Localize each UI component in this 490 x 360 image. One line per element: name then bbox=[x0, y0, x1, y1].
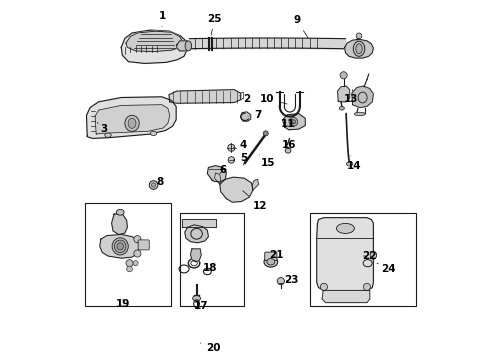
Circle shape bbox=[356, 33, 362, 39]
Text: 3: 3 bbox=[97, 123, 108, 134]
Text: 20: 20 bbox=[200, 343, 220, 353]
Text: 24: 24 bbox=[377, 263, 396, 274]
Polygon shape bbox=[182, 220, 216, 226]
Polygon shape bbox=[317, 218, 373, 291]
Ellipse shape bbox=[185, 41, 192, 51]
Ellipse shape bbox=[112, 238, 128, 255]
Circle shape bbox=[126, 266, 132, 272]
Ellipse shape bbox=[356, 44, 362, 54]
Polygon shape bbox=[207, 166, 226, 182]
Text: 16: 16 bbox=[281, 140, 296, 150]
Ellipse shape bbox=[346, 162, 353, 166]
Text: 6: 6 bbox=[220, 165, 227, 175]
Circle shape bbox=[277, 278, 285, 285]
Polygon shape bbox=[344, 40, 373, 58]
Text: 10: 10 bbox=[260, 94, 287, 104]
Circle shape bbox=[134, 250, 141, 257]
Text: 2: 2 bbox=[240, 94, 250, 104]
Text: 19: 19 bbox=[116, 299, 130, 309]
Circle shape bbox=[228, 144, 235, 151]
Text: 8: 8 bbox=[156, 177, 163, 187]
Polygon shape bbox=[100, 234, 139, 258]
Circle shape bbox=[289, 118, 298, 126]
Ellipse shape bbox=[267, 258, 275, 265]
Polygon shape bbox=[252, 179, 259, 190]
Ellipse shape bbox=[115, 240, 126, 253]
Ellipse shape bbox=[105, 133, 111, 137]
Circle shape bbox=[151, 183, 156, 187]
Bar bbox=[180, 213, 245, 306]
Text: 18: 18 bbox=[199, 263, 217, 273]
Text: 13: 13 bbox=[343, 90, 358, 104]
Text: 1: 1 bbox=[159, 11, 166, 27]
Polygon shape bbox=[95, 105, 170, 134]
Text: 21: 21 bbox=[270, 250, 284, 260]
Ellipse shape bbox=[339, 107, 344, 110]
Circle shape bbox=[320, 283, 327, 291]
Polygon shape bbox=[220, 177, 253, 202]
Circle shape bbox=[133, 261, 138, 266]
Circle shape bbox=[134, 235, 141, 243]
Text: 14: 14 bbox=[347, 156, 362, 171]
Text: 7: 7 bbox=[248, 111, 261, 121]
Ellipse shape bbox=[354, 112, 365, 116]
Polygon shape bbox=[352, 86, 373, 108]
Text: 17: 17 bbox=[194, 301, 209, 311]
Text: 22: 22 bbox=[363, 251, 377, 261]
Circle shape bbox=[291, 120, 295, 124]
Text: 9: 9 bbox=[294, 15, 308, 38]
Bar bbox=[310, 213, 416, 306]
FancyBboxPatch shape bbox=[138, 240, 149, 250]
Polygon shape bbox=[112, 214, 127, 234]
Circle shape bbox=[228, 157, 235, 163]
Polygon shape bbox=[215, 173, 220, 184]
Ellipse shape bbox=[150, 131, 157, 135]
Polygon shape bbox=[322, 291, 370, 303]
Polygon shape bbox=[122, 30, 187, 63]
Polygon shape bbox=[126, 31, 183, 51]
Ellipse shape bbox=[337, 224, 354, 233]
Ellipse shape bbox=[264, 256, 278, 267]
Circle shape bbox=[126, 260, 133, 267]
Text: 25: 25 bbox=[207, 14, 222, 35]
Bar bbox=[85, 203, 172, 306]
Polygon shape bbox=[338, 86, 350, 102]
Ellipse shape bbox=[285, 148, 291, 153]
Polygon shape bbox=[191, 249, 201, 262]
Ellipse shape bbox=[125, 115, 139, 131]
FancyBboxPatch shape bbox=[265, 252, 277, 261]
Ellipse shape bbox=[370, 251, 377, 259]
Circle shape bbox=[340, 72, 347, 79]
Circle shape bbox=[263, 131, 269, 136]
Polygon shape bbox=[177, 41, 191, 51]
Text: 4: 4 bbox=[234, 140, 247, 150]
Text: 12: 12 bbox=[243, 191, 268, 211]
Ellipse shape bbox=[116, 210, 124, 215]
Text: 15: 15 bbox=[259, 155, 275, 168]
Text: 5: 5 bbox=[234, 153, 247, 163]
Polygon shape bbox=[169, 90, 241, 103]
Polygon shape bbox=[241, 112, 251, 121]
Text: 23: 23 bbox=[284, 275, 298, 285]
Ellipse shape bbox=[117, 243, 123, 250]
Ellipse shape bbox=[193, 296, 200, 301]
Circle shape bbox=[149, 181, 158, 189]
Circle shape bbox=[364, 283, 370, 291]
Polygon shape bbox=[283, 114, 305, 130]
Text: 11: 11 bbox=[281, 120, 295, 129]
Ellipse shape bbox=[128, 118, 136, 129]
Polygon shape bbox=[185, 225, 208, 243]
Polygon shape bbox=[87, 97, 176, 138]
